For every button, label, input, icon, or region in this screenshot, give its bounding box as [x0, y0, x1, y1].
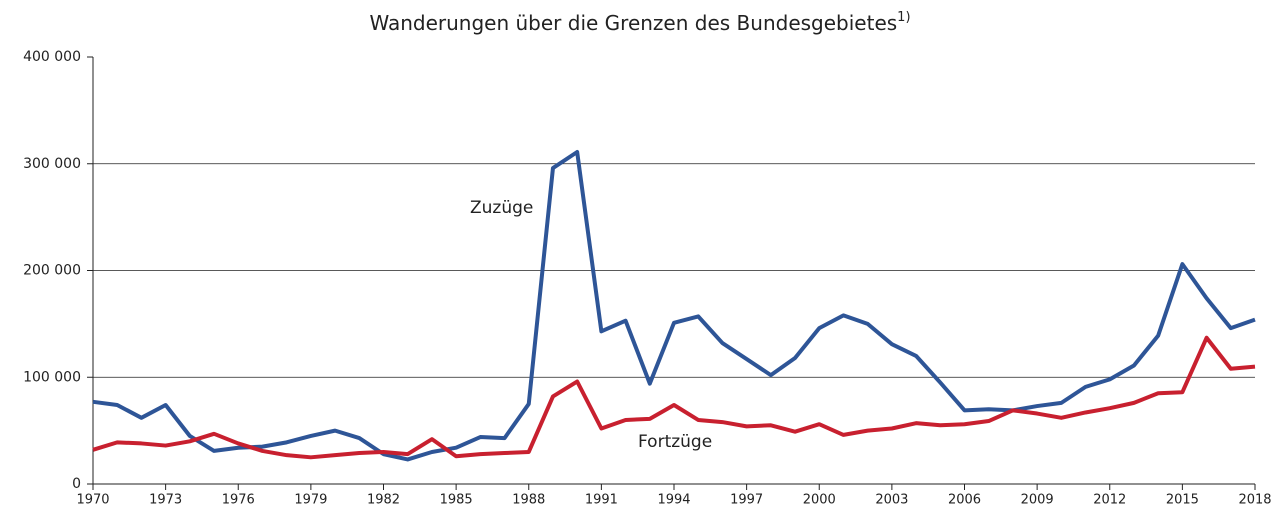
- y-tick-label: 400 000: [23, 49, 81, 65]
- x-tick-label: 1997: [730, 493, 763, 508]
- x-tick-label: 2012: [1093, 493, 1126, 508]
- chart-title: Wanderungen über die Grenzen des Bundesg…: [369, 10, 910, 35]
- x-tick-label: 1973: [149, 493, 182, 508]
- y-tick-label: 200 000: [23, 263, 81, 279]
- x-tick-label: 1979: [294, 493, 327, 508]
- x-tick-label: 1991: [585, 493, 618, 508]
- x-tick-label: 1970: [76, 493, 109, 508]
- x-tick-label: 1976: [222, 493, 255, 508]
- series-line: [92, 335, 1256, 460]
- x-tick-label: 1994: [657, 493, 690, 508]
- series-label: Zuzüge: [470, 198, 533, 218]
- x-tick-label: 2003: [875, 493, 908, 508]
- title-text: Wanderungen über die Grenzen des Bundesg…: [369, 11, 897, 35]
- x-tick-label: 2000: [803, 493, 836, 508]
- x-tick-label: 2006: [948, 493, 981, 508]
- title-footnote: 1): [897, 10, 910, 25]
- series-line: [92, 150, 1256, 462]
- x-tick-label: 1988: [512, 493, 545, 508]
- series-label: Fortzüge: [638, 432, 712, 452]
- y-tick-label: 0: [72, 476, 81, 492]
- y-tick-label: 300 000: [23, 156, 81, 172]
- x-tick-label: 2018: [1238, 493, 1271, 508]
- x-tick-label: 1982: [367, 493, 400, 508]
- y-tick-label: 100 000: [23, 369, 81, 385]
- x-tick-label: 1985: [440, 493, 473, 508]
- x-tick-label: 2015: [1166, 493, 1199, 508]
- x-tick-label: 2009: [1021, 493, 1054, 508]
